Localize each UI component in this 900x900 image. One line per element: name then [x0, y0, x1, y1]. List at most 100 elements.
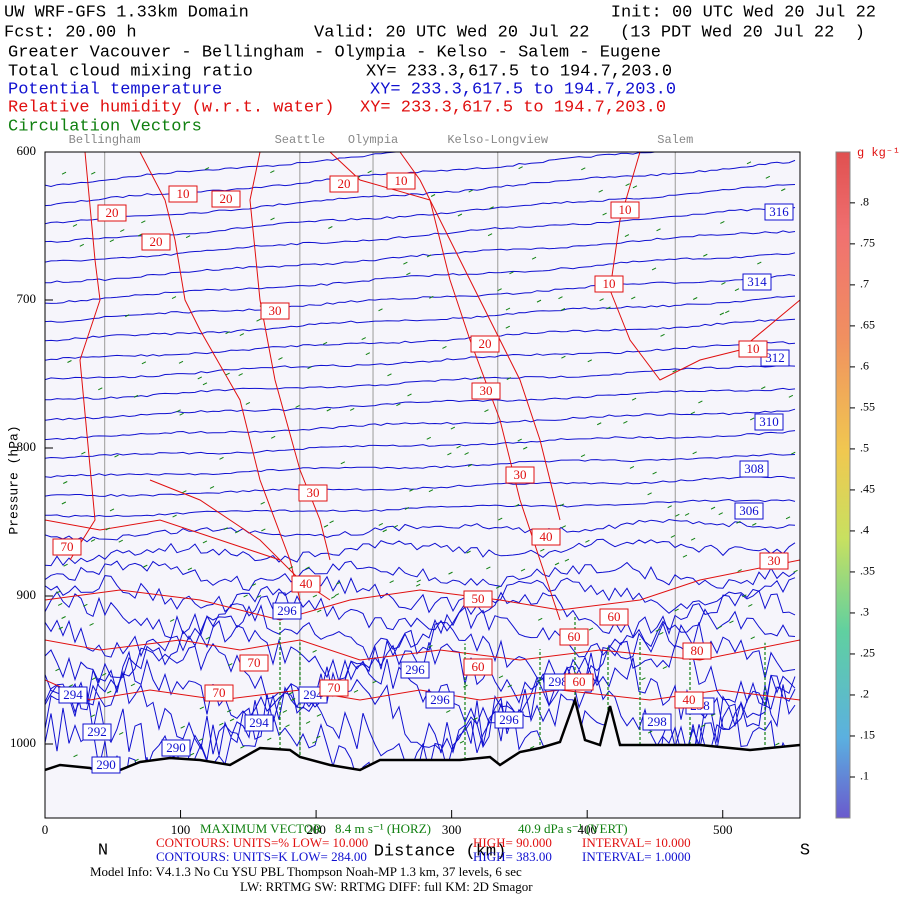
circulation-vector: [529, 745, 535, 749]
field-name: Total cloud mixing ratio: [8, 62, 253, 81]
circulation-vector: [57, 602, 63, 606]
circulation-vector: [141, 220, 146, 224]
theta-contour: [45, 295, 796, 342]
y-tick-label: 600: [17, 143, 37, 158]
circulation-vector: [141, 361, 147, 365]
y-tick-label: 800: [17, 439, 37, 454]
circulation-vector: [202, 540, 208, 544]
circulation-vector: [202, 382, 208, 386]
circulation-vector: [416, 579, 421, 583]
circulation-vector: [536, 299, 542, 303]
circulation-vector: [120, 229, 125, 233]
circulation-vector: [409, 488, 414, 492]
circulation-vector: [468, 189, 473, 193]
rh-label-box: [239, 654, 269, 672]
theta-contour: [45, 318, 796, 361]
rh-label-box: [298, 484, 328, 502]
rh-label-box: [52, 538, 82, 556]
theta-label: 292: [87, 724, 107, 739]
rh-label: 30: [269, 303, 282, 318]
circulation-vector: [361, 337, 366, 340]
circulation-vector: [690, 537, 696, 541]
colorbar-tick-label: .2: [860, 687, 869, 701]
footer-text: INTERVAL= 1.0000: [582, 849, 691, 864]
circulation-vector: [602, 212, 607, 216]
circulation-vector: [725, 310, 730, 314]
circulation-vector: [599, 298, 604, 302]
rh-label-box: [97, 204, 127, 222]
theta-label: 308: [744, 461, 764, 476]
rh-label: 70: [61, 539, 74, 554]
circulation-vector: [61, 501, 67, 505]
theta-label: 296: [430, 692, 450, 707]
theta-contour: [45, 604, 796, 662]
circulation-vector: [588, 627, 594, 631]
rh-contour: [249, 152, 331, 561]
circulation-vector: [559, 503, 565, 507]
circulation-vector: [189, 752, 195, 756]
circulation-vector: [561, 355, 566, 359]
field-name: Relative humidity (w.r.t. water): [8, 98, 334, 117]
rh-label: 80: [691, 643, 704, 658]
theta-label: 314: [747, 274, 767, 289]
circulation-vector: [788, 394, 794, 398]
rh-label-box: [738, 340, 768, 358]
circulation-vector: [749, 417, 755, 421]
circulation-vector: [340, 461, 346, 465]
rh-label-box: [471, 382, 501, 400]
colorbar-tick-label: .1: [860, 769, 869, 783]
circulation-vector: [505, 307, 511, 311]
theta-contour: [45, 207, 796, 263]
circulation-vector: [561, 525, 566, 529]
y-tick-label: 900: [17, 587, 37, 602]
theta-label-box: [734, 502, 764, 520]
theta-label: 296: [405, 662, 425, 677]
circulation-vector: [389, 580, 394, 584]
circulation-vector: [690, 411, 696, 415]
y-axis-label: Pressure (hPa): [6, 425, 21, 534]
circulation-vector: [596, 422, 602, 426]
theta-contour: [45, 387, 796, 421]
field-xy: XY= 233.3,617.5 to 194.7,203.0: [370, 80, 676, 99]
theta-label-box: [742, 273, 772, 291]
rh-label-box: [211, 190, 241, 208]
x-tick-label: 0: [42, 822, 49, 837]
circulation-vector: [197, 376, 202, 380]
circulation-vector: [365, 352, 371, 356]
colorbar-tick-label: .3: [860, 605, 869, 619]
circulation-vector: [537, 617, 543, 621]
circulation-vector: [58, 626, 64, 630]
circulation-vector: [406, 272, 411, 276]
circulation-vector: [660, 333, 665, 337]
x-tick-label: 500: [713, 822, 733, 837]
rh-label-box: [141, 233, 171, 251]
circulation-vector: [393, 525, 398, 528]
circulation-vector: [670, 534, 676, 538]
circulation-vector: [228, 663, 233, 666]
circulation-vector: [793, 569, 798, 573]
colorbar-tick-label: .8: [860, 195, 869, 209]
field-xy: XY= 233.3,617.5 to 194.7,203.0: [360, 98, 666, 117]
circulation-vector: [109, 239, 115, 243]
circulation-vector: [656, 228, 661, 232]
circulation-vector: [430, 194, 436, 197]
circulation-vector: [447, 452, 452, 456]
circulation-vector: [750, 636, 755, 640]
y-tick-label: 1000: [10, 735, 36, 750]
terrain-fill: [45, 700, 800, 818]
theta-contour: [45, 650, 796, 731]
footer-text: HIGH= 383.00: [473, 849, 552, 864]
station-label: Bellingham: [69, 133, 141, 147]
x-start-label: N: [98, 841, 108, 860]
rh-label-box: [291, 575, 321, 593]
theta-label-box: [760, 349, 790, 367]
circulation-vector: [378, 523, 383, 526]
circulation-vector: [466, 550, 471, 554]
theta-label: 294: [249, 715, 269, 730]
circulation-vector: [489, 206, 494, 210]
plot-background: [45, 152, 800, 818]
circulation-vector: [742, 594, 747, 598]
circulation-vector: [316, 735, 321, 739]
circulation-vector: [331, 595, 336, 599]
